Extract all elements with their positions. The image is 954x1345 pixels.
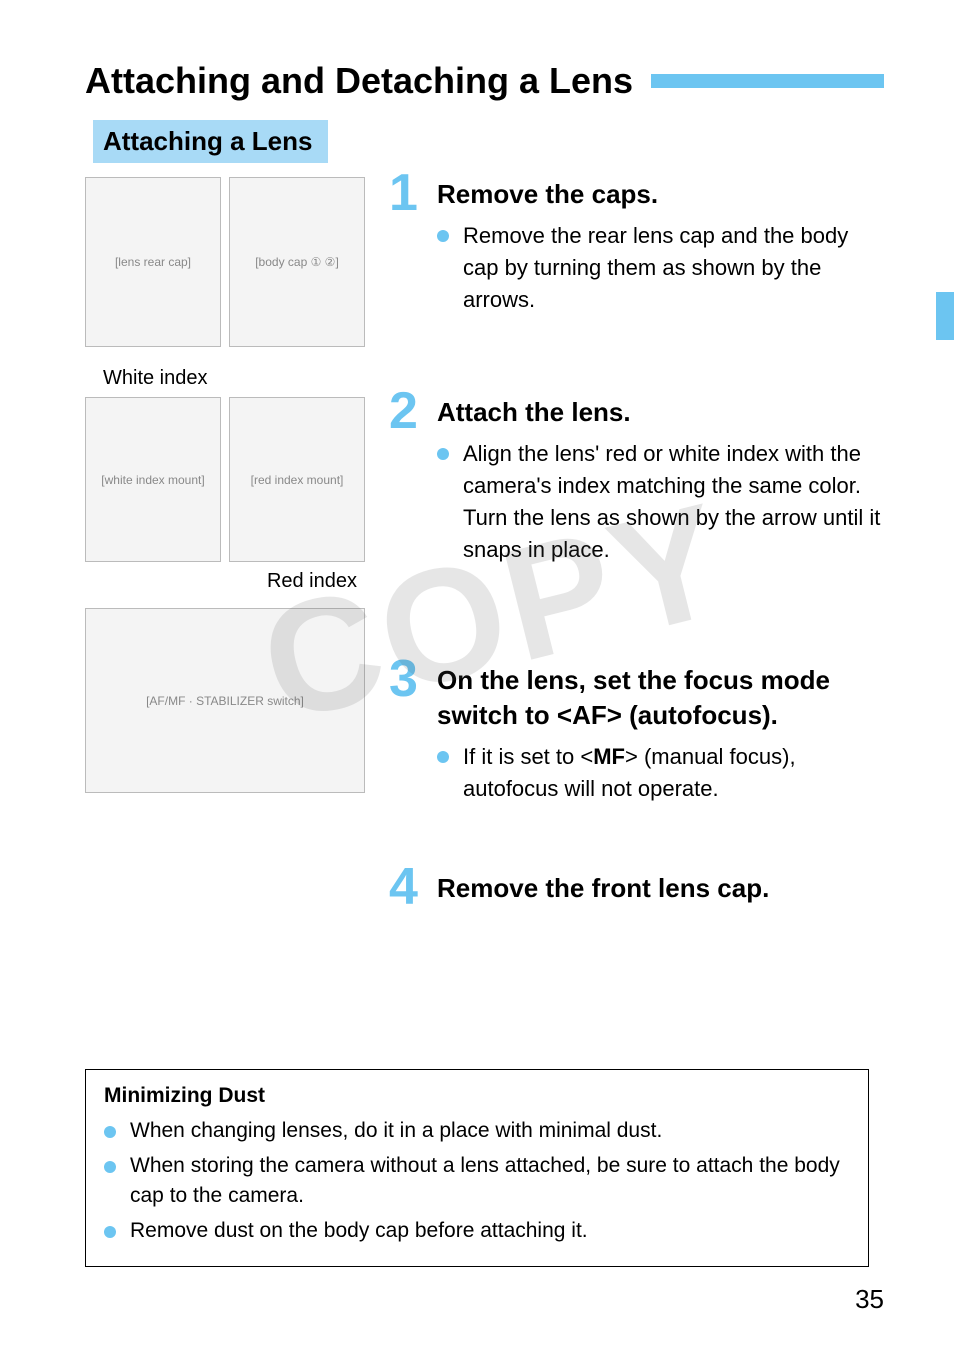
step-4: 4 Remove the front lens cap. [395, 871, 884, 906]
section-tab-marker [936, 292, 954, 340]
step-1: 1 Remove the caps. Remove the rear lens … [395, 177, 884, 367]
step-heading: On the lens, set the focus mode switch t… [437, 663, 884, 733]
page-number: 35 [855, 1284, 884, 1315]
section-subhead: Attaching a Lens [93, 120, 328, 163]
infobox-bullet: Remove dust on the body cap before attac… [104, 1216, 850, 1246]
bullet-icon [104, 1226, 116, 1238]
step-number: 1 [389, 167, 418, 219]
manual-page: Attaching and Detaching a Lens Attaching… [0, 0, 954, 1345]
bullet-icon [437, 230, 449, 242]
illus-red-index: [red index mount] [229, 397, 365, 562]
step-body-text: Align the lens' red or white index with … [463, 438, 884, 566]
illus-white-index: [white index mount] [85, 397, 221, 562]
minimizing-dust-box: Minimizing Dust When changing lenses, do… [85, 1069, 869, 1267]
step-number: 2 [389, 385, 418, 437]
bullet-icon [437, 751, 449, 763]
infobox-title: Minimizing Dust [104, 1084, 850, 1108]
page-title: Attaching and Detaching a Lens [85, 60, 633, 102]
content-columns: [lens rear cap] [body cap ① ②] White ind… [85, 177, 884, 934]
page-title-row: Attaching and Detaching a Lens [85, 60, 884, 102]
step-bullet: Align the lens' red or white index with … [437, 438, 884, 566]
step-heading: Attach the lens. [437, 395, 884, 430]
bullet-icon [104, 1126, 116, 1138]
illus-row-index: [white index mount] [red index mount] [85, 397, 385, 562]
illus-af-switch: [AF/MF · STABILIZER switch] [85, 608, 365, 793]
illus-rear-lens-cap: [lens rear cap] [85, 177, 221, 347]
bullet-icon [437, 448, 449, 460]
illus-body-cap: [body cap ① ②] [229, 177, 365, 347]
step-2: 2 Attach the lens. Align the lens' red o… [395, 395, 884, 635]
step-bullet: If it is set to <MF> (manual focus), aut… [437, 741, 884, 805]
illustration-column: [lens rear cap] [body cap ① ②] White ind… [85, 177, 385, 934]
infobox-text: When changing lenses, do it in a place w… [130, 1116, 662, 1146]
infobox-text: When storing the camera without a lens a… [130, 1151, 850, 1212]
step-body-text: If it is set to <MF> (manual focus), aut… [463, 741, 884, 805]
infobox-bullet: When storing the camera without a lens a… [104, 1151, 850, 1212]
step-heading: Remove the front lens cap. [437, 871, 884, 906]
step-body-text: Remove the rear lens cap and the body ca… [463, 220, 884, 316]
step-number: 4 [389, 861, 418, 913]
step-bullet: Remove the rear lens cap and the body ca… [437, 220, 884, 316]
infobox-text: Remove dust on the body cap before attac… [130, 1216, 588, 1246]
callout-white-index: White index [103, 365, 385, 391]
infobox-bullet: When changing lenses, do it in a place w… [104, 1116, 850, 1146]
illus-row-caps: [lens rear cap] [body cap ① ②] [85, 177, 385, 347]
steps-column: 1 Remove the caps. Remove the rear lens … [385, 177, 884, 934]
bullet-icon [104, 1161, 116, 1173]
step-heading: Remove the caps. [437, 177, 884, 212]
callout-red-index: Red index [85, 568, 385, 594]
title-accent-bar [651, 74, 884, 88]
step-number: 3 [389, 653, 418, 705]
step-3: 3 On the lens, set the focus mode switch… [395, 663, 884, 843]
